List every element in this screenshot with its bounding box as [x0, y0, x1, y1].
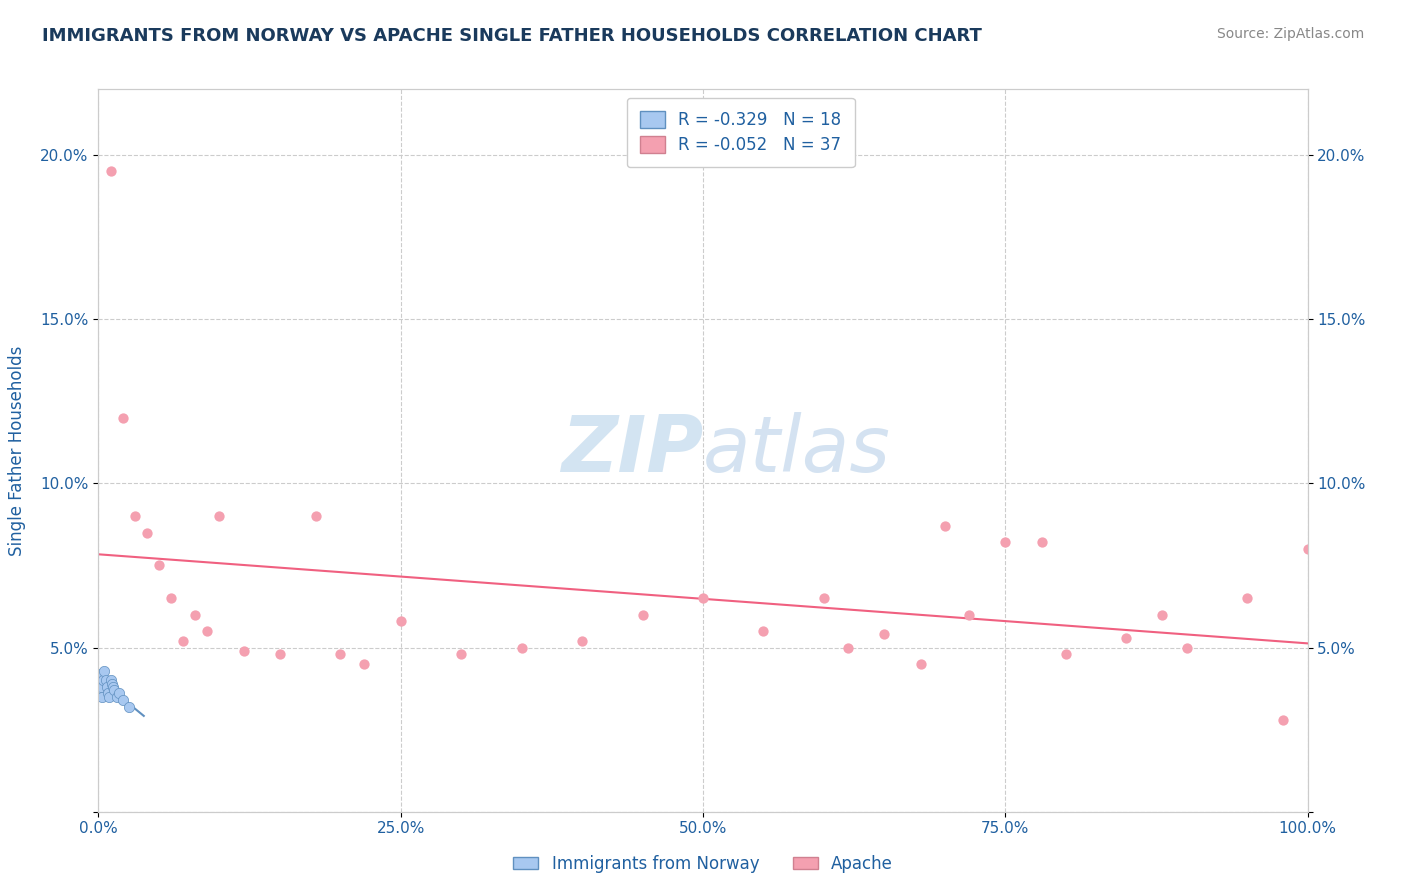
Point [1031, 535, 1053, 549]
Point [103, 683, 125, 698]
Point [232, 644, 254, 658]
Point [100, 676, 122, 690]
Point [692, 591, 714, 606]
Point [1175, 640, 1198, 655]
Point [1236, 591, 1258, 606]
Point [93, 664, 115, 678]
Point [96, 680, 118, 694]
Text: IMMIGRANTS FROM NORWAY VS APACHE SINGLE FATHER HOUSEHOLDS CORRELATION CHART: IMMIGRANTS FROM NORWAY VS APACHE SINGLE … [42, 27, 981, 45]
Point [91, 690, 114, 704]
Point [752, 624, 775, 639]
Point [90, 680, 112, 694]
Point [837, 640, 859, 655]
Point [91, 673, 114, 688]
Point [873, 627, 896, 641]
Point [195, 624, 218, 639]
Point [124, 509, 146, 524]
Point [1272, 713, 1295, 727]
Point [108, 686, 131, 700]
Point [87, 673, 110, 688]
Point [450, 647, 472, 661]
Point [329, 647, 352, 661]
Legend: R = -0.329   N = 18, R = -0.052   N = 37: R = -0.329 N = 18, R = -0.052 N = 37 [627, 97, 855, 167]
Point [148, 558, 170, 573]
Point [135, 525, 157, 540]
Y-axis label: Single Father Households: Single Father Households [8, 345, 27, 556]
Point [1296, 541, 1319, 556]
Text: atlas: atlas [703, 412, 891, 489]
Point [118, 699, 141, 714]
Point [89, 666, 111, 681]
Point [510, 640, 533, 655]
Point [1152, 607, 1174, 622]
Point [94, 673, 117, 688]
Point [269, 647, 291, 661]
Point [571, 634, 593, 648]
Point [98, 690, 121, 704]
Point [97, 686, 120, 700]
Point [305, 509, 328, 524]
Point [934, 519, 956, 533]
Point [160, 591, 183, 606]
Point [101, 680, 124, 694]
Point [813, 591, 835, 606]
Point [100, 673, 122, 688]
Point [105, 690, 128, 704]
Point [111, 410, 134, 425]
Point [353, 657, 375, 671]
Point [631, 607, 654, 622]
Legend: Immigrants from Norway, Apache: Immigrants from Norway, Apache [506, 848, 900, 880]
Point [100, 164, 122, 178]
Point [389, 614, 412, 628]
Text: Source: ZipAtlas.com: Source: ZipAtlas.com [1216, 27, 1364, 41]
Point [994, 535, 1017, 549]
Point [957, 607, 980, 622]
Point [1054, 647, 1077, 661]
Point [111, 693, 134, 707]
Point [208, 509, 231, 524]
Point [172, 634, 194, 648]
Text: ZIP: ZIP [561, 412, 703, 489]
Point [910, 657, 932, 671]
Point [184, 607, 207, 622]
Point [1115, 631, 1137, 645]
